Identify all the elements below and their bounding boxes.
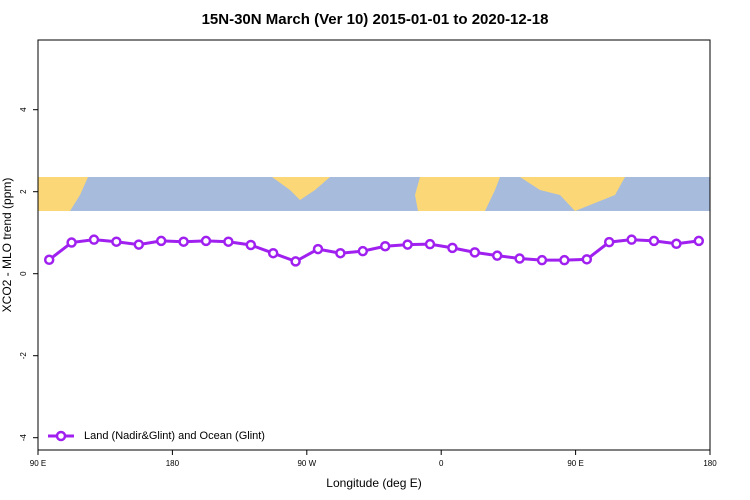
y-axis-label: XCO2 - MLO trend (ppm) [0,178,14,313]
y-tick-label: -4 [19,434,28,442]
legend-marker [55,430,67,442]
data-point [491,250,503,261]
data-point [536,254,548,266]
data-point [312,243,324,255]
data-point [402,239,413,250]
chart-title: 15N-30N March (Ver 10) 2015-01-01 to 202… [202,11,549,28]
data-point [178,236,189,247]
y-tick-label: -2 [19,352,28,360]
data-point [671,238,682,250]
data-point [223,236,234,247]
data-point [447,242,458,254]
x-axis-label: Longitude (deg E) [326,476,421,490]
x-tick-label: 180 [703,459,717,468]
x-tick-label: 180 [166,459,180,468]
y-tick-label: 4 [19,107,28,112]
data-point [357,245,369,257]
data-point [66,237,77,248]
series-line [48,238,699,264]
plot-frame [37,39,711,451]
x-tick-label: 90 W [297,459,316,468]
data-point [559,254,570,266]
data-point [424,238,436,250]
y-tick-label: 0 [19,271,28,276]
data-point [603,236,615,248]
data-point [43,254,55,266]
x-tick-label: 90 E [567,459,583,468]
data-point [290,256,301,267]
legend-label: Land (Nadir&Glint) and Ocean (Glint) [84,430,265,442]
data-point [155,235,167,247]
data-point [111,236,122,247]
data-point [335,247,346,259]
data-point [693,235,705,247]
data-point [469,247,481,258]
data-point [88,234,100,245]
data-point [133,239,145,250]
data-point [245,239,257,251]
data-point [379,240,391,252]
data-point [581,254,593,265]
data-point [648,235,660,247]
x-tick-label: 90 E [30,459,46,468]
data-point [200,235,212,247]
data-point [514,253,525,264]
map-band [38,177,710,211]
data-point [626,234,637,245]
data-point [267,247,279,259]
y-tick-label: 2 [19,189,28,194]
x-tick-label: 0 [439,459,444,468]
